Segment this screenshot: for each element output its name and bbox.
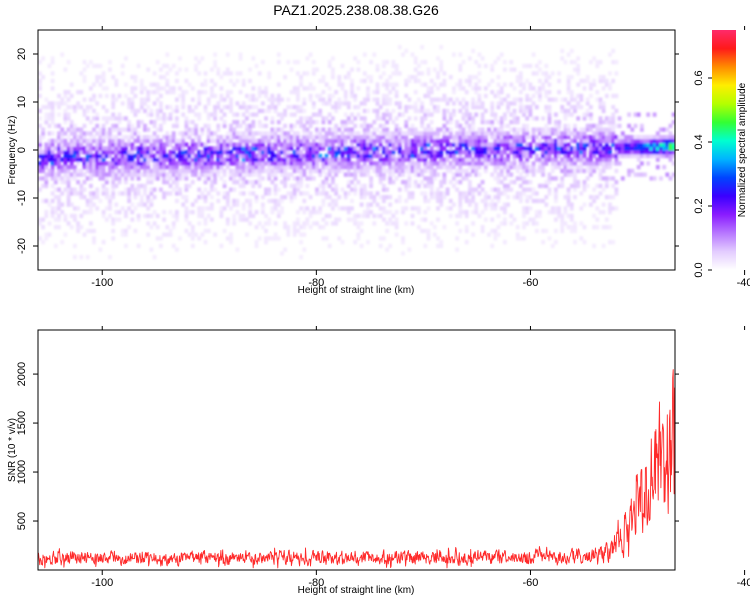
snr-y-tick-label: 2000 bbox=[16, 362, 28, 386]
heatmap-y-tick-label: 0 bbox=[16, 147, 28, 153]
snr-axes: -100 -80 -60 -40 500 1000 1500 2000 bbox=[16, 326, 750, 589]
colorbar-tick-label: 0.4 bbox=[693, 134, 705, 149]
colorbar-label: Normalized spectral amplitude bbox=[737, 82, 748, 217]
colorbar-tick-label: 0.2 bbox=[693, 198, 705, 213]
snr-x-tick-label: -100 bbox=[91, 577, 113, 589]
heatmap-x-axis-label: Height of straight line (km) bbox=[298, 285, 415, 296]
heatmap-x-tick-label: -60 bbox=[523, 277, 539, 289]
snr-y-tick-label: 1500 bbox=[16, 411, 28, 435]
heatmap-x-tick-label: -40 bbox=[737, 277, 750, 289]
heatmap-y-tick-label: -20 bbox=[16, 238, 28, 254]
heatmap-y-axis-label: Frequency (Hz) bbox=[7, 116, 18, 185]
colorbar-tick-label: 0.6 bbox=[693, 70, 705, 85]
snr-x-tick-label: -60 bbox=[523, 577, 539, 589]
snr-x-tick-label: -40 bbox=[737, 577, 750, 589]
snr-line bbox=[38, 369, 675, 569]
colorbar-tick-label: 0.0 bbox=[693, 262, 705, 277]
snr-frame bbox=[37, 329, 676, 571]
heatmap-y-tick-label: 10 bbox=[16, 96, 28, 108]
heatmap-cells bbox=[38, 30, 675, 270]
snr-x-axis-label: Height of straight line (km) bbox=[298, 585, 415, 596]
snr-y-tick-label: 500 bbox=[16, 512, 28, 530]
heatmap-x-tick-label: -80 bbox=[308, 277, 324, 289]
colorbar-ticks: 0.0 0.2 0.4 0.6 bbox=[693, 70, 712, 278]
snr-x-tick-label: -80 bbox=[308, 577, 324, 589]
snr-y-axis-label: SNR (10 * v/v) bbox=[7, 418, 18, 482]
snr-series bbox=[38, 369, 675, 569]
snr-y-tick-label: 1000 bbox=[16, 460, 28, 484]
heatmap-x-tick-label: -100 bbox=[91, 277, 113, 289]
figure-title: PAZ1.2025.238.08.38.G26 bbox=[273, 2, 439, 18]
heatmap-y-tick-label: -10 bbox=[16, 190, 28, 206]
heatmap-y-tick-label: 20 bbox=[16, 48, 28, 60]
colorbar bbox=[712, 30, 736, 270]
